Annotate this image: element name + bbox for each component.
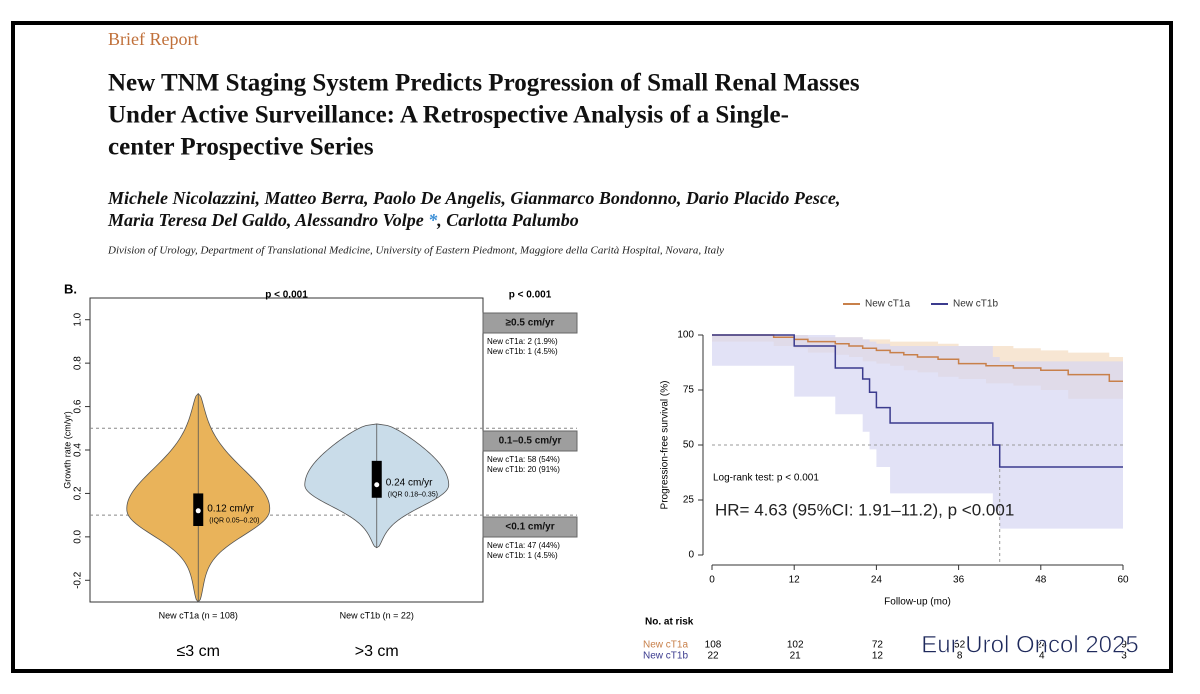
risk-title: No. at risk (645, 617, 694, 628)
median-label: 0.12 cm/yr (207, 503, 254, 514)
survival-curve (712, 334, 1123, 382)
author-names: Maria Teresa Del Galdo, Alessandro Volpe (107, 210, 428, 230)
corresponding-marker: * (428, 210, 438, 230)
risk-count: 21 (790, 651, 802, 662)
legend-label: New cT1a (865, 299, 910, 310)
bin-count: New cT1a: 2 (1.9%) (487, 337, 558, 346)
risk-count: 8 (957, 651, 963, 662)
bin-label: <0.1 cm/yr (505, 522, 554, 533)
bins-p-value: p < 0.001 (509, 290, 552, 301)
risk-count: 52 (954, 640, 966, 651)
y-tick-label: 0.4 (73, 443, 84, 457)
y-tick-label: 100 (677, 330, 694, 341)
author-names: , Carlotta Palumbo (436, 210, 579, 230)
y-tick-label: 25 (683, 495, 695, 506)
risk-count: 24 (1036, 640, 1048, 651)
size-label: ≤3 cm (177, 643, 220, 660)
bin-label: ≥0.5 cm/yr (506, 318, 555, 329)
authors: Maria Teresa Del Galdo, Alessandro Volpe… (107, 210, 579, 230)
risk-row-name: New cT1a (643, 640, 688, 651)
risk-count: 72 (872, 640, 884, 651)
article-type: Brief Report (108, 29, 198, 49)
risk-count: 12 (872, 651, 884, 662)
risk-count: 102 (787, 640, 804, 651)
log-rank: Log-rank test: p < 0.001 (713, 473, 819, 484)
group-label: New cT1a (n = 108) (159, 610, 238, 620)
y-tick-label: -0.2 (73, 571, 84, 589)
bin-count: New cT1b: 1 (4.5%) (487, 551, 558, 560)
legend-label: New cT1b (953, 299, 998, 310)
iqr-label: (IQR 0.05–0.20) (209, 518, 259, 525)
x-axis-label: Follow-up (mo) (884, 597, 951, 608)
risk-count: 4 (1039, 651, 1045, 662)
y-tick-label: 0.2 (73, 486, 84, 500)
risk-count: 108 (705, 640, 722, 651)
bin-count: New cT1a: 47 (44%) (487, 541, 560, 550)
median-dot (374, 482, 380, 488)
y-tick-label: 50 (683, 440, 695, 451)
authors: Michele Nicolazzini, Matteo Berra, Paolo… (107, 188, 840, 208)
confidence-band (712, 335, 1123, 529)
x-tick-label: 48 (1035, 575, 1047, 586)
title-line: New TNM Staging System Predicts Progress… (108, 70, 860, 97)
group-label: New cT1b (n = 22) (340, 610, 414, 620)
risk-count: 22 (707, 651, 719, 662)
title-line: Under Active Surveillance: A Retrospecti… (108, 102, 789, 129)
risk-count: 9 (1121, 640, 1127, 651)
x-tick-label: 36 (953, 575, 965, 586)
bin-count: New cT1b: 20 (91%) (487, 465, 560, 474)
bin-label: 0.1–0.5 cm/yr (499, 436, 562, 447)
y-axis-label: Progression-free survival (%) (660, 381, 671, 510)
bin-count: New cT1b: 1 (4.5%) (487, 347, 558, 356)
p-value: p < 0.001 (265, 290, 308, 301)
bin-box (482, 516, 578, 538)
median-label: 0.24 cm/yr (386, 477, 433, 488)
title-line: center Prospective Series (108, 134, 374, 161)
size-label: >3 cm (355, 643, 399, 660)
bin-box (482, 312, 578, 334)
hazard-ratio: HR= 4.63 (95%CI: 1.91–11.2), p <0.001 (715, 500, 1014, 519)
y-tick-label: 0.6 (73, 399, 84, 413)
y-tick-label: 1.0 (73, 312, 84, 326)
y-tick-label: 0 (688, 550, 694, 561)
y-tick-label: 0.0 (73, 529, 84, 543)
x-tick-label: 60 (1117, 575, 1129, 586)
citation: Eur Urol Oncol 2025 (921, 631, 1138, 658)
iqr-label: (IQR 0.18–0.35) (388, 492, 438, 499)
risk-count: 3 (1121, 651, 1127, 662)
y-axis-label: Growth rate (cm/yr) (62, 411, 72, 489)
survival-curve (712, 334, 1123, 468)
x-tick-label: 24 (871, 575, 883, 586)
x-tick-label: 0 (709, 575, 715, 586)
panel-label: B. (64, 281, 77, 296)
x-tick-label: 12 (789, 575, 801, 586)
y-tick-label: 75 (683, 385, 695, 396)
iqr-box (371, 460, 382, 498)
bin-count: New cT1a: 58 (54%) (487, 455, 560, 464)
median-dot (195, 508, 201, 514)
affiliation: Division of Urology, Department of Trans… (107, 245, 724, 257)
bin-box (482, 430, 578, 452)
y-tick-label: 0.8 (73, 356, 84, 370)
risk-row-name: New cT1b (643, 651, 688, 662)
